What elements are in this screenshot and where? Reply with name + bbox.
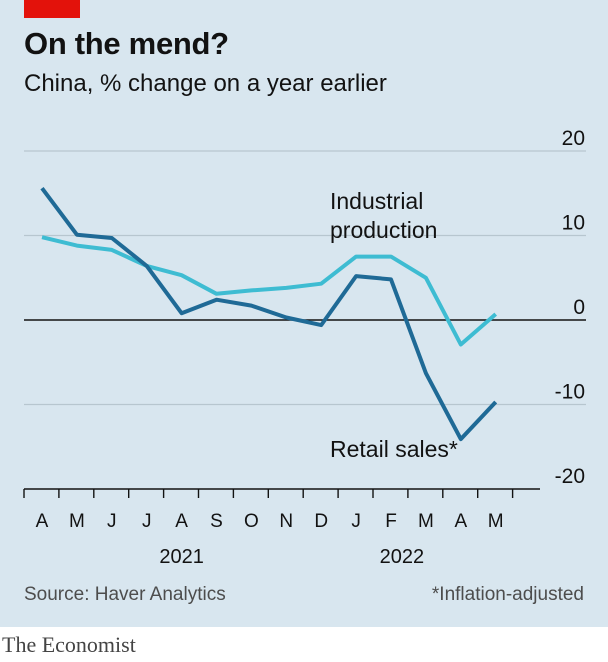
- series-label-retail-sales: Retail sales*: [330, 436, 458, 462]
- x-tick-label: A: [175, 511, 188, 532]
- y-tick-label: -20: [555, 465, 585, 488]
- y-tick-label: 20: [562, 127, 585, 150]
- series-line-industrial-production: [41, 235, 498, 347]
- year-label-2022: 2022: [380, 546, 425, 568]
- x-tick-label: D: [314, 511, 328, 532]
- x-tick-label: N: [279, 511, 293, 532]
- x-tick-label: A: [454, 511, 467, 532]
- chart-title: On the mend?: [24, 26, 229, 61]
- series-label-industrial-production: production: [330, 217, 437, 243]
- x-tick-label: J: [107, 511, 117, 532]
- chart-subtitle: China, % change on a year earlier: [24, 70, 387, 97]
- x-tick-label: F: [385, 511, 397, 532]
- x-tick-label: J: [351, 511, 361, 532]
- source-note: Source: Haver Analytics: [24, 584, 226, 605]
- series-line-retail-sales: [40, 186, 498, 442]
- x-tick-label: M: [488, 511, 504, 532]
- y-tick-label: 0: [573, 296, 585, 319]
- brand-red-tag: [24, 0, 80, 18]
- x-tick-label: S: [210, 511, 223, 532]
- chart-panel: On the mend? China, % change on a year e…: [0, 0, 608, 627]
- x-tick-label: M: [418, 511, 434, 532]
- year-label-2021: 2021: [159, 546, 204, 568]
- footnote: *Inflation-adjusted: [431, 584, 584, 605]
- series-label-industrial-production: Industrial: [330, 188, 423, 214]
- y-tick-label: 10: [562, 212, 585, 235]
- y-tick-label: -10: [555, 381, 585, 404]
- publisher-wordmark: The Economist: [2, 632, 136, 657]
- x-tick-label: A: [36, 511, 49, 532]
- x-tick-label: J: [142, 511, 152, 532]
- x-tick-label: O: [244, 511, 259, 532]
- x-tick-label: M: [69, 511, 85, 532]
